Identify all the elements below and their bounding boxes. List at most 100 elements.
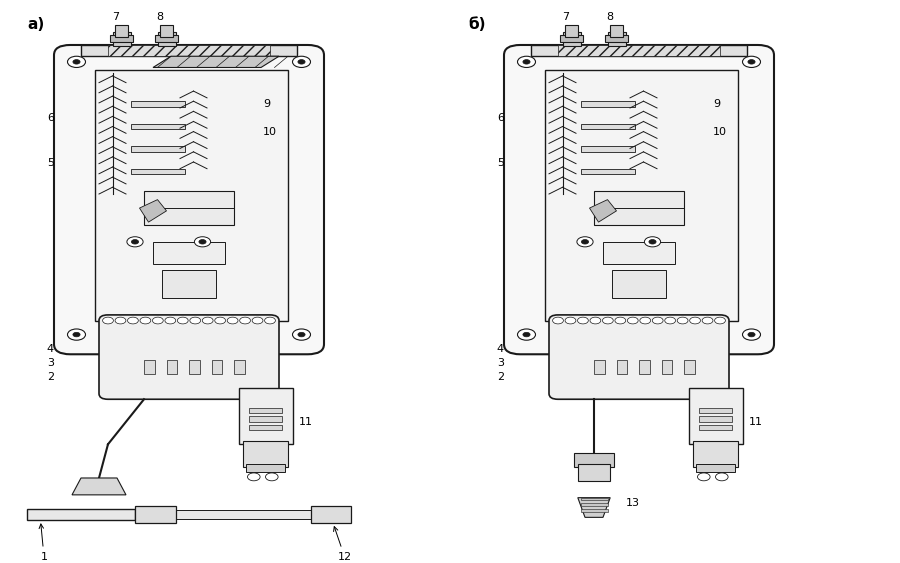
- Circle shape: [292, 56, 310, 68]
- Bar: [699, 408, 732, 413]
- Circle shape: [602, 317, 613, 324]
- Bar: [112, 32, 130, 46]
- Bar: [544, 70, 738, 320]
- Circle shape: [194, 237, 211, 247]
- Circle shape: [565, 317, 576, 324]
- Circle shape: [248, 473, 260, 481]
- Circle shape: [553, 317, 563, 324]
- Bar: [144, 360, 155, 374]
- Text: 4: 4: [47, 343, 54, 354]
- Circle shape: [115, 317, 126, 324]
- Bar: [688, 388, 742, 444]
- Circle shape: [518, 56, 536, 68]
- Circle shape: [73, 60, 80, 64]
- Bar: [108, 45, 270, 56]
- Text: а): а): [27, 17, 44, 32]
- Circle shape: [518, 329, 536, 340]
- Circle shape: [292, 329, 310, 340]
- Circle shape: [578, 317, 589, 324]
- Bar: [639, 360, 650, 374]
- Circle shape: [702, 317, 713, 324]
- Bar: [234, 360, 245, 374]
- Polygon shape: [153, 56, 279, 68]
- Polygon shape: [578, 498, 610, 517]
- Circle shape: [649, 239, 656, 244]
- Bar: [176, 510, 310, 519]
- Text: 11: 11: [299, 417, 313, 427]
- Bar: [580, 124, 634, 129]
- Circle shape: [140, 317, 151, 324]
- Bar: [155, 35, 178, 42]
- Bar: [580, 503, 608, 506]
- Bar: [153, 242, 225, 264]
- FancyBboxPatch shape: [549, 315, 729, 399]
- Polygon shape: [72, 478, 126, 495]
- Circle shape: [627, 317, 638, 324]
- Bar: [558, 45, 720, 56]
- Bar: [560, 35, 583, 42]
- Bar: [562, 32, 580, 46]
- Bar: [166, 360, 177, 374]
- Circle shape: [152, 317, 163, 324]
- Circle shape: [298, 60, 305, 64]
- Bar: [158, 32, 176, 46]
- Bar: [578, 464, 610, 481]
- Circle shape: [199, 239, 206, 244]
- Circle shape: [689, 317, 700, 324]
- Bar: [605, 35, 628, 42]
- Bar: [693, 441, 738, 467]
- Circle shape: [127, 237, 143, 247]
- Bar: [699, 425, 732, 430]
- FancyBboxPatch shape: [504, 45, 774, 354]
- Bar: [27, 509, 135, 520]
- Circle shape: [715, 317, 725, 324]
- Bar: [696, 464, 735, 472]
- Circle shape: [644, 237, 661, 247]
- Circle shape: [298, 332, 305, 337]
- Text: 4: 4: [497, 343, 504, 354]
- Bar: [699, 416, 732, 422]
- Bar: [130, 169, 184, 175]
- Circle shape: [227, 317, 238, 324]
- Bar: [580, 169, 634, 175]
- Bar: [684, 360, 695, 374]
- Bar: [246, 464, 285, 472]
- Circle shape: [742, 329, 760, 340]
- Text: 7: 7: [562, 12, 569, 23]
- Circle shape: [266, 473, 278, 481]
- Text: 3: 3: [497, 358, 504, 368]
- Text: 8: 8: [607, 12, 614, 23]
- Bar: [580, 101, 634, 107]
- Bar: [594, 191, 684, 225]
- Text: 11: 11: [749, 417, 763, 427]
- Bar: [94, 70, 288, 320]
- Polygon shape: [140, 200, 166, 222]
- Circle shape: [165, 317, 176, 324]
- Bar: [565, 25, 578, 37]
- Bar: [110, 35, 133, 42]
- Text: 5: 5: [497, 158, 504, 168]
- Circle shape: [581, 239, 589, 244]
- Circle shape: [590, 317, 601, 324]
- Text: 6: 6: [497, 113, 504, 123]
- Text: 12: 12: [334, 526, 352, 562]
- Bar: [81, 45, 297, 56]
- Bar: [662, 360, 672, 374]
- Circle shape: [68, 329, 86, 340]
- Circle shape: [665, 317, 676, 324]
- Bar: [580, 498, 608, 501]
- Bar: [580, 146, 634, 152]
- Bar: [135, 506, 176, 523]
- Bar: [115, 25, 128, 37]
- Text: 9: 9: [263, 99, 270, 109]
- Bar: [310, 506, 351, 523]
- Circle shape: [748, 60, 755, 64]
- Bar: [249, 416, 282, 422]
- FancyBboxPatch shape: [54, 45, 324, 354]
- FancyBboxPatch shape: [99, 315, 279, 399]
- Circle shape: [73, 332, 80, 337]
- Bar: [249, 425, 282, 430]
- Circle shape: [523, 332, 530, 337]
- Text: 13: 13: [626, 498, 640, 508]
- Circle shape: [128, 317, 139, 324]
